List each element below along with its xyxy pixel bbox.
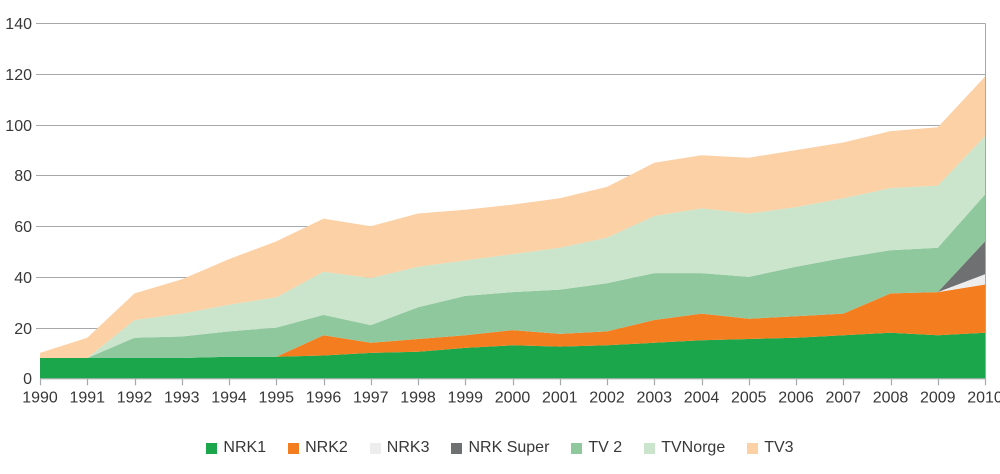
- x-axis-label-2005: 2005: [731, 389, 767, 406]
- x-axis-label-1991: 1991: [69, 389, 105, 406]
- x-axis-label-1996: 1996: [306, 389, 342, 406]
- y-axis-label-140: 140: [5, 16, 32, 33]
- x-axis-label-2010: 2010: [967, 389, 1000, 406]
- area-nrk2: [40, 284, 985, 358]
- x-axis-label-1999: 1999: [447, 389, 483, 406]
- y-axis-label-100: 100: [5, 118, 32, 135]
- x-axis-label-2007: 2007: [825, 389, 861, 406]
- legend-swatch-icon: [644, 442, 656, 454]
- y-axis-label-40: 40: [14, 270, 32, 287]
- area-tv3: [40, 76, 985, 358]
- legend-swatch-icon: [747, 442, 759, 454]
- legend-label: TV3: [764, 439, 794, 456]
- x-axis-label-1993: 1993: [164, 389, 200, 406]
- legend-swatch-icon: [288, 442, 300, 454]
- legend-swatch-icon: [206, 442, 218, 454]
- x-axis-label-2000: 2000: [495, 389, 531, 406]
- legend-label: NRK3: [386, 439, 430, 456]
- legend-item-tv-2: TV 2: [571, 440, 622, 456]
- area-tv-2: [40, 194, 985, 358]
- area-nrk1: [40, 332, 985, 379]
- area-tvnorge: [40, 136, 985, 358]
- legend-item-tv3: TV3: [747, 439, 794, 456]
- x-axis-label-2008: 2008: [873, 389, 909, 406]
- x-axis-label-1995: 1995: [258, 389, 294, 406]
- legend-label: TV 2: [588, 439, 623, 456]
- legend: NRK1 NRK2 NRK3 NRK Super TV 2 TVNorge TV3: [0, 437, 1000, 459]
- legend-item-nrk2: NRK2: [288, 440, 348, 456]
- x-axis-label-2003: 2003: [636, 389, 672, 406]
- x-axis-label-1992: 1992: [117, 389, 153, 406]
- x-axis-label-1990: 1990: [22, 389, 58, 406]
- x-axis-label-2002: 2002: [589, 389, 625, 406]
- x-axis-label-1994: 1994: [211, 389, 247, 406]
- legend-label: NRK Super: [468, 439, 550, 456]
- x-axis-label-2009: 2009: [920, 389, 956, 406]
- x-axis-label-2006: 2006: [778, 389, 814, 406]
- legend-item-nrk3: NRK3: [369, 439, 430, 456]
- legend-swatch-icon: [451, 442, 463, 454]
- x-axis-label-2001: 2001: [542, 389, 578, 406]
- legend-label: TVNorge: [661, 439, 726, 456]
- y-axis-label-0: 0: [23, 371, 32, 388]
- legend-label: NRK1: [223, 439, 267, 456]
- legend-swatch-icon: [369, 442, 381, 454]
- y-axis-label-80: 80: [14, 168, 32, 185]
- y-axis-label-20: 20: [14, 321, 32, 338]
- y-axis-label-120: 120: [5, 67, 32, 84]
- legend-swatch-icon: [571, 442, 583, 454]
- legend-item-nrk1: NRK1: [206, 440, 266, 456]
- y-axis-label-60: 60: [14, 219, 32, 236]
- legend-item-nrk-super: NRK Super: [451, 440, 549, 456]
- x-axis-label-1997: 1997: [353, 389, 389, 406]
- x-axis-label-2004: 2004: [684, 389, 720, 406]
- x-axis-label-1998: 1998: [400, 389, 436, 406]
- legend-label: NRK2: [305, 439, 348, 456]
- legend-item-tvnorge: TVNorge: [644, 440, 725, 456]
